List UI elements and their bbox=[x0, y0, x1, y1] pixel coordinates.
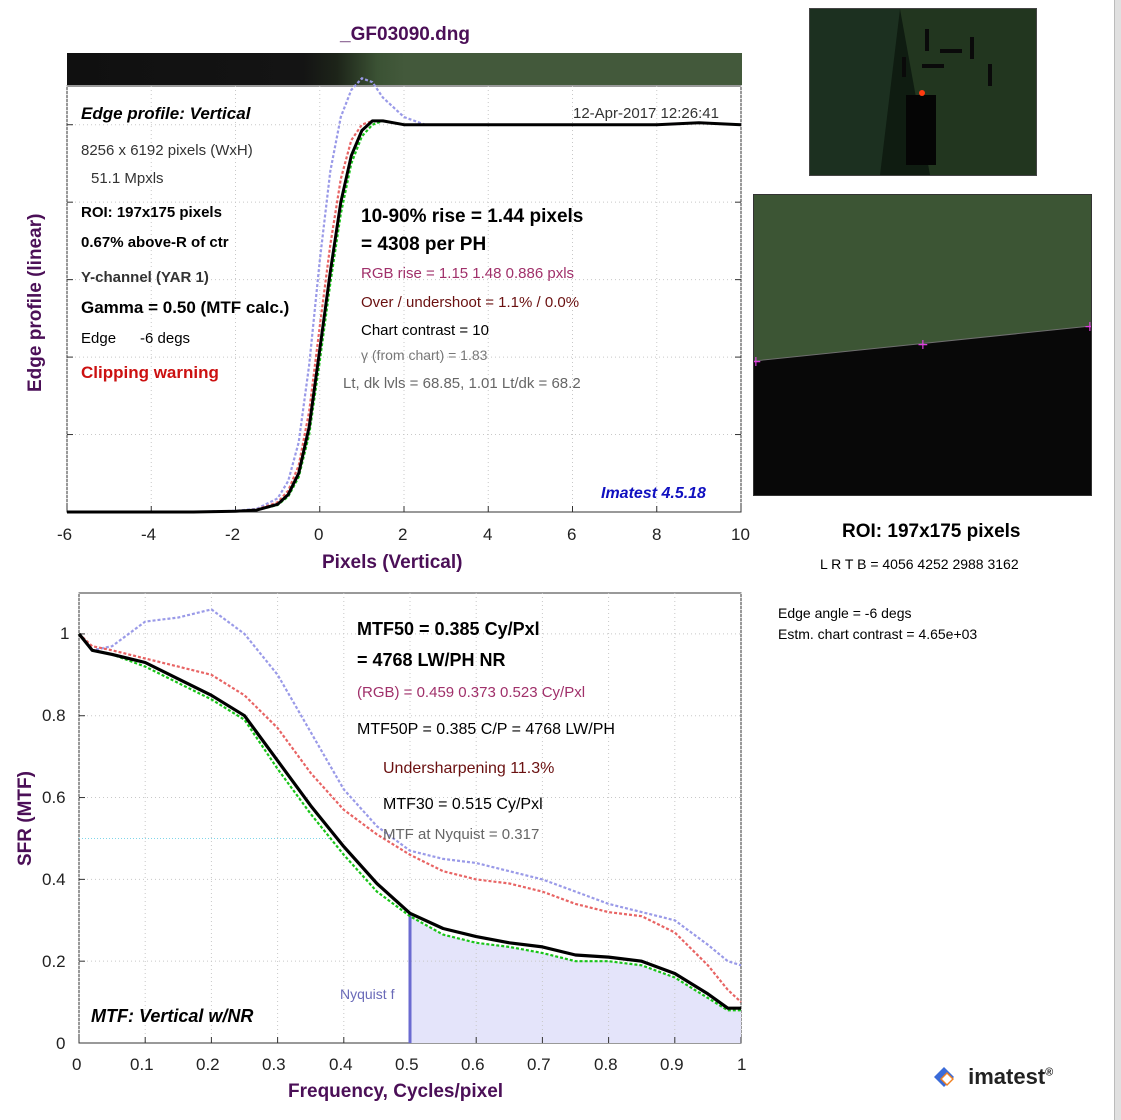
rgb-rise: RGB rise = 1.15 1.48 0.886 pxls bbox=[361, 265, 575, 282]
bottom-y-tick: 0.4 bbox=[42, 870, 66, 889]
top-x-tick: 4 bbox=[483, 525, 493, 544]
edge-label: Edge bbox=[81, 330, 117, 347]
window-scrollbar[interactable] bbox=[1114, 0, 1121, 1120]
svg-text:+: + bbox=[1084, 319, 1091, 335]
undersharpening: Undersharpening 11.3% bbox=[383, 760, 555, 777]
file-title: _GF03090.dng bbox=[340, 24, 470, 45]
bottom-y-tick: 1 bbox=[60, 624, 70, 643]
bottom-y-axis-label: SFR (MTF) bbox=[15, 771, 36, 866]
roi-title: ROI: 197x175 pixels bbox=[842, 521, 1021, 542]
estimated-chart-contrast: Estm. chart contrast = 4.65e+03 bbox=[778, 626, 978, 642]
mtf50: MTF50 = 0.385 Cy/Pxl bbox=[357, 619, 540, 639]
top-x-tick: 8 bbox=[652, 525, 662, 544]
top-x-tick: -2 bbox=[225, 525, 241, 544]
imatest-logo: imatest® bbox=[932, 1064, 1053, 1091]
gamma-from-chart: γ (from chart) = 1.83 bbox=[361, 347, 488, 363]
imatest-logo-text: imatest bbox=[968, 1064, 1046, 1089]
svg-text:+: + bbox=[917, 337, 929, 353]
bottom-x-tick: 0.9 bbox=[660, 1055, 684, 1074]
rise-10-90: 10-90% rise = 1.44 pixels bbox=[361, 206, 584, 227]
light-dark-levels: Lt, dk lvls = 68.85, 1.01 Lt/dk = 68.2 bbox=[343, 375, 581, 392]
megapixels: 51.1 Mpxls bbox=[91, 170, 164, 187]
mtf50-lw-ph: = 4768 LW/PH NR bbox=[357, 650, 506, 670]
rise-per-ph: = 4308 per PH bbox=[361, 234, 487, 255]
edge-profile-heading: Edge profile: Vertical bbox=[81, 104, 251, 123]
roi-image: + + + bbox=[753, 194, 1092, 496]
top-x-tick: 10 bbox=[731, 525, 750, 544]
top-y-axis-label: Edge profile (linear) bbox=[25, 213, 46, 392]
top-x-tick: 2 bbox=[398, 525, 408, 544]
bottom-y-tick: 0 bbox=[56, 1034, 66, 1053]
bottom-y-tick: 0.8 bbox=[42, 706, 66, 725]
channel: Y-channel (YAR 1) bbox=[81, 269, 209, 286]
roi-size: ROI: 197x175 pixels bbox=[81, 204, 222, 221]
svg-text:+: + bbox=[754, 354, 762, 370]
nyquist-label: Nyquist f bbox=[340, 986, 395, 1002]
bottom-x-tick: 0.1 bbox=[130, 1055, 154, 1074]
top-x-axis-label: Pixels (Vertical) bbox=[322, 552, 463, 573]
bottom-x-tick: 0.8 bbox=[594, 1055, 618, 1074]
mtf-caption: MTF: Vertical w/NR bbox=[91, 1006, 254, 1026]
top-x-tick: -6 bbox=[57, 525, 73, 544]
overshoot: Over / undershoot = 1.1% / 0.0% bbox=[361, 294, 580, 311]
bottom-x-tick: 1 bbox=[737, 1055, 747, 1074]
roi-coordinates: L R T B = 4056 4252 2988 3162 bbox=[820, 556, 1019, 572]
edge-value: -6 degs bbox=[140, 330, 191, 347]
gamma: Gamma = 0.50 (MTF calc.) bbox=[81, 298, 290, 317]
bottom-x-tick: 0.7 bbox=[527, 1055, 551, 1074]
edge-gradient-strip bbox=[67, 53, 742, 85]
chart-contrast: Chart contrast = 10 bbox=[361, 322, 489, 339]
clipping-warning: Clipping warning bbox=[81, 363, 219, 382]
mtf30: MTF30 = 0.515 Cy/Pxl bbox=[383, 796, 543, 813]
bottom-x-axis-label: Frequency, Cycles/pixel bbox=[288, 1081, 504, 1102]
edge-angle: Edge angle = -6 degs bbox=[778, 605, 912, 621]
imatest-logo-icon bbox=[934, 1067, 954, 1088]
mtf50p: MTF50P = 0.385 C/P = 4768 LW/PH bbox=[357, 721, 615, 738]
image-dimensions: 8256 x 6192 pixels (WxH) bbox=[81, 142, 253, 159]
bottom-x-tick: 0 bbox=[72, 1055, 82, 1074]
bottom-x-tick: 0.4 bbox=[329, 1055, 353, 1074]
version-label: Imatest 4.5.18 bbox=[601, 485, 706, 502]
top-x-tick: 6 bbox=[567, 525, 577, 544]
bottom-y-tick: 0.2 bbox=[42, 952, 66, 971]
bottom-x-tick: 0.2 bbox=[196, 1055, 220, 1074]
bottom-y-tick: 0.6 bbox=[42, 788, 66, 807]
roi-position: 0.67% above-R of ctr bbox=[81, 234, 229, 251]
scene-thumbnail bbox=[809, 8, 1037, 176]
timestamp: 12-Apr-2017 12:26:41 bbox=[573, 105, 719, 122]
mtf50-rgb: (RGB) = 0.459 0.373 0.523 Cy/Pxl bbox=[357, 684, 586, 701]
mtf-at-nyquist: MTF at Nyquist = 0.317 bbox=[383, 826, 540, 843]
edge-profile-black-line bbox=[67, 119, 742, 514]
bottom-x-tick: 0.6 bbox=[461, 1055, 485, 1074]
top-x-tick: -4 bbox=[141, 525, 157, 544]
top-x-tick: 0 bbox=[314, 525, 324, 544]
bottom-x-tick: 0.3 bbox=[262, 1055, 286, 1074]
bottom-x-tick: 0.5 bbox=[395, 1055, 419, 1074]
